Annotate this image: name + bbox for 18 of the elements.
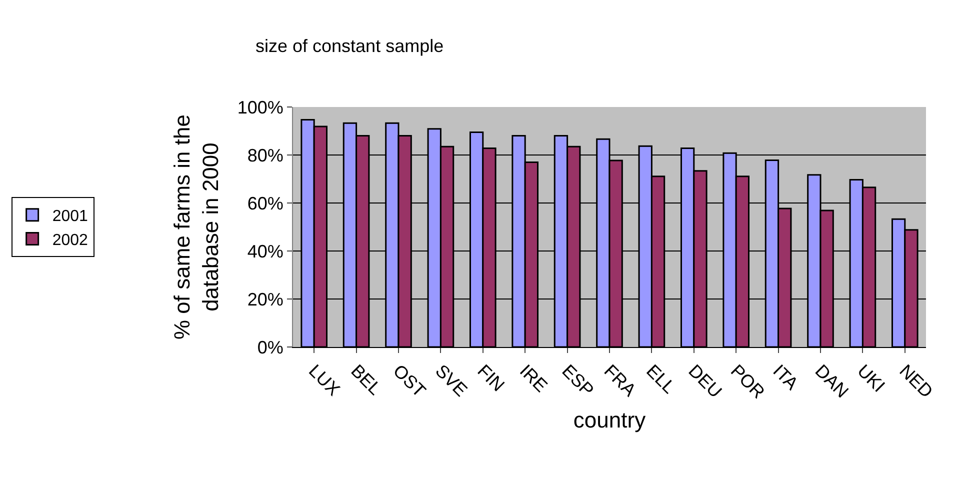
x-tick-label: ESP [558, 360, 598, 400]
x-tick-label: UKI [854, 360, 889, 396]
y-tick-label: 100% [237, 97, 284, 118]
x-tick-label: ITA [769, 360, 802, 394]
y-tick-label: 20% [247, 289, 284, 310]
x-tick-label: FIN [474, 360, 508, 396]
x-tick-label: ELL [642, 360, 680, 398]
y-tick-label: 80% [247, 145, 284, 166]
x-tick-label: IRE [516, 360, 552, 396]
x-axis-title: country [573, 407, 646, 432]
legend-label: 2001 [52, 208, 88, 226]
x-tick-label: OST [389, 360, 430, 401]
y-axis-title: % of same farms in the database in 2000 [170, 114, 224, 340]
legend-label: 2002 [52, 232, 88, 249]
y-tick-label: 0% [257, 337, 284, 358]
chart-title: size of constant sample [256, 36, 444, 56]
y-tick-label: 40% [247, 241, 284, 262]
y-tick-label: 60% [247, 193, 284, 214]
